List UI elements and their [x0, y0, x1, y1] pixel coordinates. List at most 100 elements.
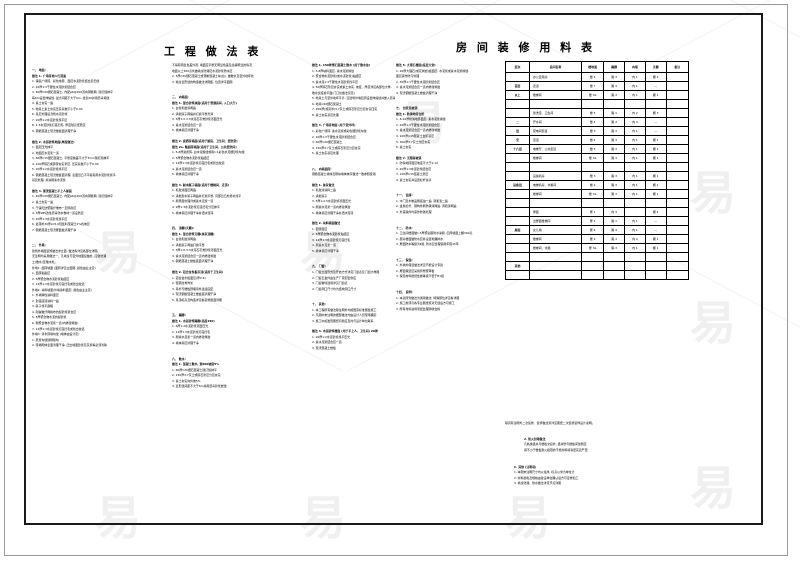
table-cell-remark — [665, 234, 690, 244]
spec-line: 3. 干铺无纺聚酯纤维布一层隔离层 — [32, 205, 77, 210]
table-cell-interior-wall: 内 1 — [624, 189, 646, 199]
spec-line: 4. 变形缝间距不大于6m并用沥青砂浆嵌缝 — [172, 384, 227, 389]
spec-line: 不得有明显色差外观, 墙面应平整无明显色差及接槎明显的情况 — [172, 63, 252, 67]
table-cell-interior-wall: 内 1 — [624, 144, 646, 154]
table-cell-remark — [665, 171, 690, 181]
table-cell-ceiling — [644, 99, 667, 109]
spec-line: 7. 200厚(或另详)3:7灰土或碎石垫层分层夯实压实 — [312, 107, 378, 112]
table-cell-ceiling: — — [644, 216, 667, 226]
spec-line: 3. 12厚1:3水泥砂浆打底扫毛或划出纹道 — [32, 282, 85, 287]
sheet-frame-outer — [4, 4, 788, 556]
table-cell-interior-wall: 内 1 — [624, 225, 646, 235]
spec-line: 5. 墙体基层清理干净并洒水湿润 — [312, 210, 354, 215]
spec-line: 1. 木门及木制品刷底油一遍, 调和漆二遍 — [396, 198, 448, 203]
spec-subsection-heading: 做法 2a. 釉面砖墙面(适用于卫生间、公共盥洗间) — [172, 144, 237, 149]
table-cell-interior-wall: 内 2 — [624, 108, 646, 118]
table-cell-skirting — [603, 261, 626, 271]
spec-section-heading: 六、 散水: — [172, 356, 186, 361]
table-cell-remark — [665, 90, 690, 100]
spec-line: 2. 轻钢龙骨骨架 — [172, 281, 194, 286]
spec-line: 2. 30厚1:3干硬性水泥砂浆结合层 — [396, 79, 440, 84]
table-cell-skirting: 踢 3 — [603, 180, 626, 190]
spec-line: 3. 腻子找平刮糙 — [32, 304, 54, 309]
spec-line: 2. 20厚1:3干硬性水泥砂浆结合层 — [396, 122, 440, 127]
spec-line: 4. 刷素水泥浆一道内掺建筑胶 — [312, 205, 351, 210]
spec-line: 1. 卫生间楼面做1.5厚聚氨酯防水涂膜, 四周墙面上翻300高 — [396, 231, 473, 236]
spec-line: 1. 彩色广场砖, 素水泥浆或彩色细砂浆勾缝 — [312, 129, 367, 134]
fire-blocking-note-line: 凡各类竖井与楼板交接处, 竖井壁与楼板间缝隙应 — [524, 442, 587, 447]
spec-line: 4. 素土夯实一遍 — [32, 101, 54, 106]
spec-line: 2. 12厚1:3水泥砂浆打底扫毛 — [172, 329, 211, 334]
table-cell-floor-group: 层 — [504, 126, 531, 136]
spec-section-heading: 七、 台阶及坡道: — [396, 106, 419, 111]
spec-line: 3. 100厚C15混凝土垫层 — [396, 172, 429, 177]
other-note-line: 2. 材料颜色及规格由建设单位确认后方可定样加工 — [514, 475, 579, 480]
table-cell-interior-wall: 内 1 — [624, 90, 646, 100]
spec-line: 2. 门窗五金件由生产厂家配套供应 — [312, 275, 357, 280]
table-cell-floor-group — [504, 252, 531, 262]
spec-section-heading: 三、 内墙面: — [172, 95, 189, 100]
table-cell-floor-finish — [580, 261, 605, 271]
table-cell-ceiling — [644, 252, 667, 262]
spec-line: 3. 门窗玻璃选用详见门窗表 — [312, 281, 348, 286]
table-cell-floor-group: 设备层 — [504, 180, 531, 190]
table-cell-skirting: 踢 3 — [603, 126, 626, 136]
table-cell-remark — [665, 126, 690, 136]
table-cell-ceiling — [644, 270, 667, 280]
table-cell-skirting: 踢 4 — [603, 225, 626, 235]
spec-line: 6. 最薄处30厚LC5.0轻集料混凝土2%找坡层 — [32, 222, 90, 227]
spec-line: 5. 钢筋混凝土楼板底面清理干净 — [172, 259, 214, 264]
spec-line: 3. 60厚C20细石混凝土 — [312, 140, 343, 145]
table-cell-floor-group: 其他 — [504, 261, 531, 271]
other-note-line: 3. 墙身防潮、防水做法详见节点详图 — [514, 481, 562, 486]
spec-section-heading: 十四、 说明: — [396, 289, 413, 294]
table-cell-skirting: 踢 3 — [603, 72, 626, 82]
table-cell-floor-finish: 屋 1 — [580, 207, 605, 217]
spec-line: 1. 面砖粘贴层 — [32, 271, 51, 276]
spec-line: 1. 乳胶漆涂料二遍 — [312, 188, 336, 193]
table-cell-ceiling: 棚 1 — [644, 171, 667, 181]
spec-spacer — [172, 85, 312, 90]
spec-line: 3. 5厚1:2.5水泥砂浆罩面压光 — [312, 199, 351, 204]
table-cell-skirting: 踢 3 — [603, 153, 626, 163]
table-cell-skirting — [603, 99, 626, 109]
table-cell-remark — [665, 180, 690, 190]
table-cell-floor-group — [504, 234, 531, 244]
spec-line: 1. 白色乳胶漆两遍 — [172, 237, 196, 242]
spec-line: 4. 现浇钢筋混凝土楼板底清理干净 — [172, 292, 217, 297]
table-cell-skirting: 内 3 — [603, 207, 626, 217]
table-cell-floor-group — [504, 162, 531, 172]
table-header-row: 层次 房间名称 楼地面 踢脚 内墙 天棚 备注 — [504, 61, 690, 73]
table-cell-floor-finish: 楼 3a — [580, 153, 605, 163]
spec-line: 1. 8-10厚防滑地砖面层, 素水泥浆擦缝 — [396, 117, 446, 122]
spec-line: 3. 素水泥1:3干硬性水泥砂浆找平层 — [312, 79, 358, 84]
spec-subsection-heading: 做法 3. 现浇混凝土不上人屋面 — [32, 188, 72, 193]
table-note-fire-blocking: 2. 防火封堵做法 凡各类竖井与楼板交接处, 竖井壁与楼板间缝隙应 用不小于楼板耐火… — [524, 437, 588, 453]
spec-line: 3. 素水泥浆结合层一道内掺建筑胶 — [396, 128, 441, 133]
table-cell-room-name: 走道 — [529, 135, 582, 145]
table-cell-remark — [665, 99, 690, 109]
spec-line: 每6m设置伸缩缝, 最大间距不大于6m, 缝宽20并用沥青填缝 — [32, 95, 110, 100]
spec-line: 4. 100厚C15混凝土台阶基层 — [396, 134, 435, 139]
table-row — [504, 198, 690, 208]
spec-line: 1. 白色乳胶漆两遍 — [172, 106, 196, 111]
table-cell-room-name: 配电间值班 — [529, 126, 582, 136]
table-cell-floor-group — [504, 216, 531, 226]
spec-line: 6. 钢筋混凝土现浇楼板面清理, 表面凹凸不平者需用水泥砂浆找平, — [32, 172, 117, 177]
spec-line: 土(散水)至散水处。 — [32, 259, 58, 264]
table-cell-skirting: 踢 3 — [603, 135, 626, 145]
spec-spacer — [396, 183, 514, 188]
spec-column-3: 做法 1. 150厚细石混凝土散水 (用于散水处) 1. 5-8厚块料面层, 素水… — [312, 63, 424, 352]
spec-line: 2. 素土夯实一遍 — [32, 200, 54, 205]
spec-line: 3. 5厚1:0.3:3水泥石灰膏砂浆罩面压光 — [172, 117, 223, 122]
spec-line: 1. 门窗立面形式及开启方式详见门窗表及门窗大样图 — [312, 269, 380, 274]
spec-line: 3. 所有材料进场须经监理验收合格 — [396, 306, 441, 311]
table-cell-interior-wall: 内 4 — [624, 234, 646, 244]
spec-line: 2. 5厚聚合物水泥砂浆粘结层 — [172, 155, 210, 160]
spec-subsection-heading: 做法 2. 铝合金条板吊顶(适用于卫生间) — [172, 269, 224, 274]
spec-line: 3. 刷素水泥浆一道内掺建筑胶 — [172, 335, 211, 340]
